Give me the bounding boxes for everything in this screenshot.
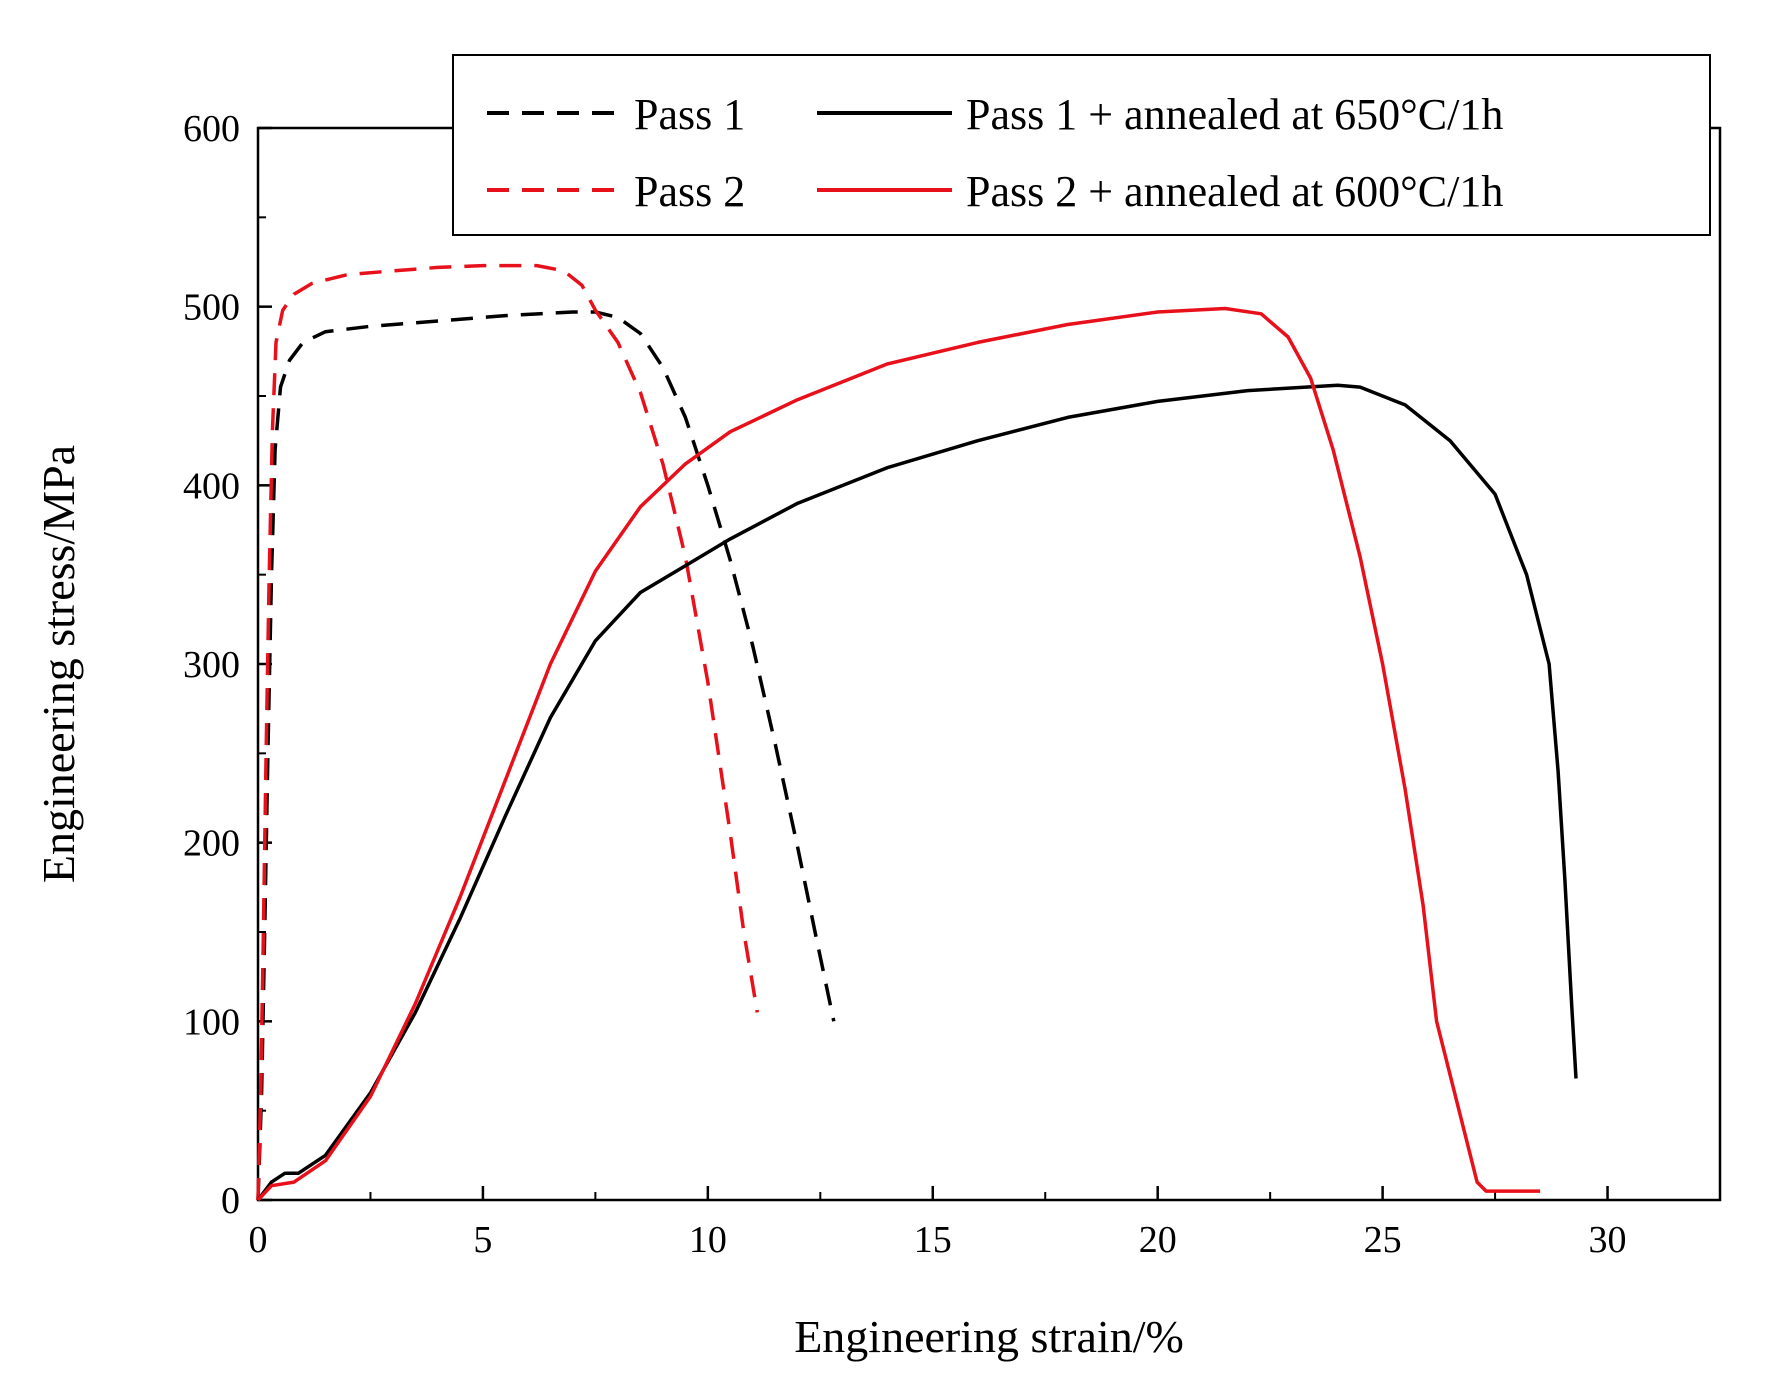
- x-axis-ticks: 0 5 10 15 20 25 30: [249, 1186, 1627, 1261]
- y-tick-label: 400: [183, 465, 240, 507]
- y-tick-label: 200: [183, 823, 240, 865]
- legend-box: [452, 54, 1711, 236]
- series-line-pass-1: [256, 310, 836, 1201]
- x-axis-label: Engineering strain/%: [794, 1311, 1184, 1362]
- x-tick-label: 30: [1589, 1219, 1627, 1261]
- series-line-pass-2: [256, 263, 760, 1201]
- legend-label-pass-1: Pass 1: [634, 90, 745, 139]
- legend-label-pass-2: Pass 2: [634, 167, 745, 216]
- y-axis-ticks: 0 100 200 300 400 500 600: [183, 108, 272, 1222]
- x-tick-label: 0: [249, 1219, 268, 1261]
- y-tick-label: 300: [183, 644, 240, 686]
- series-line-pass-2-annealed-at-600-c-1h: [256, 306, 1541, 1202]
- legend-label-pass-1-annealed: Pass 1 + annealed at 650°C/1h: [966, 90, 1503, 139]
- legend-label-pass-2-annealed: Pass 2 + annealed at 600°C/1h: [966, 167, 1503, 216]
- x-tick-label: 10: [689, 1219, 727, 1261]
- y-tick-label: 500: [183, 287, 240, 329]
- x-tick-label: 25: [1364, 1219, 1402, 1261]
- series-layer: [256, 263, 1578, 1202]
- x-tick-label: 5: [473, 1219, 492, 1261]
- x-tick-label: 20: [1139, 1219, 1177, 1261]
- y-tick-label: 100: [183, 1001, 240, 1043]
- legend: Pass 1 Pass 1 + annealed at 650°C/1h Pas…: [452, 54, 1711, 236]
- y-tick-label: 600: [183, 108, 240, 150]
- series-line-pass-1-annealed-at-650-c-1h: [256, 383, 1578, 1202]
- plot-frame: [256, 126, 1722, 1202]
- y-tick-label: 0: [221, 1180, 240, 1222]
- x-tick-label: 15: [914, 1219, 952, 1261]
- y-axis-label: Engineering stress/MPa: [33, 445, 84, 883]
